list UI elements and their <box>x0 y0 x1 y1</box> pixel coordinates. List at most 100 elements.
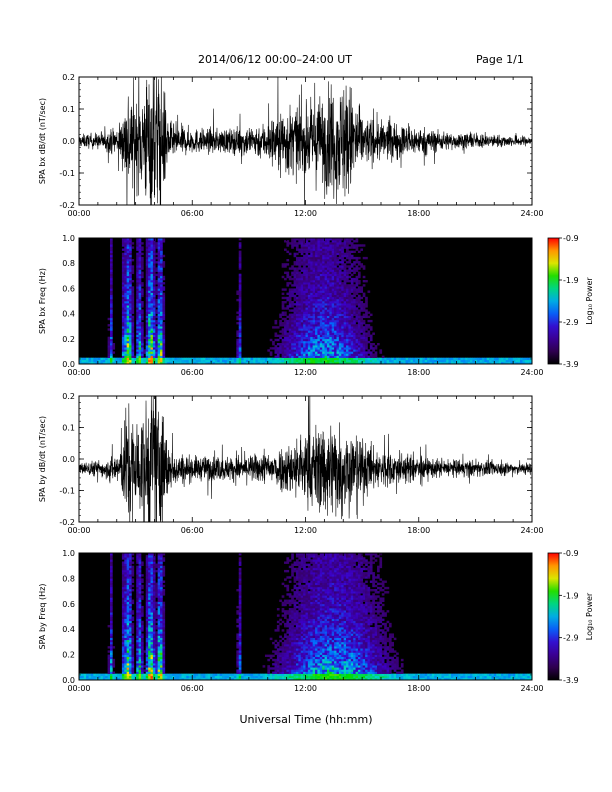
spectrogram-cell <box>148 317 151 321</box>
spectrogram-cell <box>126 351 130 354</box>
spectrogram-cell <box>157 582 161 586</box>
spectrogram-cell <box>286 273 290 277</box>
spectrogram-cell <box>305 256 309 260</box>
spectrogram-cell <box>331 349 335 352</box>
spectrogram-cell <box>431 359 435 363</box>
spectrogram-cell <box>329 322 333 325</box>
spectrogram-cell <box>343 298 347 302</box>
spectrogram-cell <box>129 559 132 562</box>
spectrogram-cell <box>160 654 163 658</box>
spectrogram-cell <box>520 361 523 365</box>
spectrogram-cell <box>315 322 318 325</box>
spectrogram-cell <box>291 294 294 298</box>
spectrogram-cell <box>162 580 166 583</box>
spectrogram-cell <box>360 288 364 291</box>
spectrogram-cell <box>138 265 142 268</box>
spectrogram-cell <box>129 359 132 363</box>
spectrogram-cell <box>129 660 132 664</box>
spectrogram-cell <box>355 334 359 337</box>
spectrogram-cell <box>126 658 130 662</box>
spectrogram-cell <box>229 675 232 679</box>
spectrogram-cell <box>310 288 313 291</box>
spectrogram-cell <box>179 677 182 681</box>
y-tick-label: 0.2 <box>62 392 75 401</box>
spectrogram-cell <box>155 336 158 340</box>
spectrogram-cell <box>152 294 156 298</box>
spectrogram-cell <box>350 349 354 352</box>
spectrogram-cell <box>312 250 316 253</box>
spectrogram-cell <box>303 273 306 277</box>
spectrogram-cell <box>303 240 306 243</box>
spectrogram-cell <box>126 572 130 575</box>
spectrogram-cell <box>343 311 347 314</box>
spectrogram-cell <box>145 252 149 256</box>
spectrogram-cell <box>107 357 111 361</box>
spectrogram-cell <box>334 351 337 354</box>
spectrogram-cell <box>145 620 149 624</box>
spectrogram-cell <box>155 244 158 247</box>
spectrogram-cell <box>300 282 304 285</box>
spectrogram-cell <box>121 648 125 651</box>
spectrogram-cell <box>131 669 135 672</box>
spectrogram-cell <box>346 357 349 361</box>
spectrogram-cell <box>286 271 290 274</box>
spectrogram-cell <box>310 328 313 331</box>
spectrogram-cell <box>300 284 304 287</box>
spectrogram-cell <box>303 263 306 266</box>
spectrogram-cell <box>317 296 321 300</box>
spectrogram-cell <box>131 317 135 321</box>
spectrogram-cell <box>362 309 366 312</box>
spectrogram-cell <box>298 349 302 352</box>
spectrogram-cell <box>524 357 528 361</box>
spectrogram-cell <box>114 675 118 679</box>
spectrogram-cell <box>126 614 130 617</box>
spectrogram-cell <box>138 334 142 337</box>
spectrogram-cell <box>288 292 292 295</box>
spectrogram-cell <box>338 238 342 241</box>
spectrogram-cell <box>152 355 156 358</box>
spectrogram-cell <box>372 361 375 365</box>
spectrogram-cell <box>455 357 459 361</box>
spectrogram-cell <box>319 244 323 247</box>
spectrogram-cell <box>346 330 349 333</box>
spectrogram-cell <box>403 361 406 365</box>
spectrogram-cell <box>238 641 242 645</box>
spectrogram-cell <box>357 296 361 300</box>
spectrogram-cell <box>148 313 151 316</box>
spectrogram-cell <box>138 563 142 566</box>
spectrogram-cell <box>136 326 139 329</box>
spectrogram-cell <box>319 273 323 277</box>
spectrogram-cell <box>145 288 149 291</box>
spectrogram-cell <box>298 256 302 260</box>
spectrogram-cell <box>326 294 330 298</box>
spectrogram-cell <box>298 298 302 302</box>
spectrogram-cell <box>109 294 113 298</box>
spectrogram-cell <box>121 292 125 295</box>
spectrogram-cell <box>300 242 304 245</box>
spectrogram-cell <box>226 359 230 363</box>
spectrogram-cell <box>136 265 139 268</box>
spectrogram-cell <box>293 315 297 319</box>
spectrogram-cell <box>136 656 139 660</box>
spectrogram-cell <box>131 663 135 666</box>
spectrogram-cell <box>341 313 344 316</box>
spectrogram-cell <box>157 330 161 333</box>
spectrogram-cell <box>140 305 144 308</box>
spectrogram-cell <box>324 328 328 331</box>
spectrogram-cell <box>288 267 292 270</box>
spectrogram-cell <box>126 624 130 628</box>
spectrogram-cell <box>155 637 158 641</box>
spectrogram-cell <box>109 305 113 308</box>
spectrogram-cell <box>236 292 240 295</box>
spectrogram-cell <box>331 305 335 308</box>
spectrogram-cell <box>140 273 144 277</box>
spectrogram-cell <box>362 267 366 270</box>
spectrogram-cell <box>295 267 299 270</box>
spectrogram-cell <box>109 605 113 609</box>
spectrogram-cell <box>284 338 287 342</box>
spectrogram-cell <box>145 280 149 283</box>
spectrogram-cell <box>295 328 299 331</box>
spectrogram-cell <box>338 282 342 285</box>
spectrogram-cell <box>150 301 154 304</box>
spectrogram-cell <box>229 357 232 361</box>
